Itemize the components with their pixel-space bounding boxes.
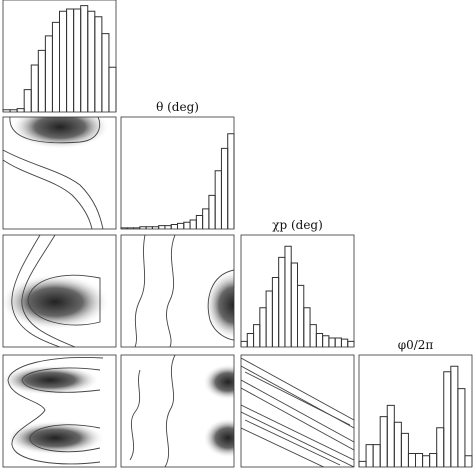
histogram-step xyxy=(400,432,409,467)
panel-frame xyxy=(240,354,355,468)
histogram-step xyxy=(59,10,68,112)
histogram-step xyxy=(44,35,53,112)
histogram-step xyxy=(322,335,330,347)
histogram-step xyxy=(16,108,25,112)
histogram-step xyxy=(37,49,46,112)
histogram-step xyxy=(415,453,424,467)
histogram-step xyxy=(87,10,96,112)
histogram-step xyxy=(208,194,216,229)
histogram-step xyxy=(358,460,367,467)
panel-frame xyxy=(2,116,117,230)
histogram-step xyxy=(450,365,459,467)
histogram-step xyxy=(407,453,416,467)
histogram-step xyxy=(422,455,431,467)
histogram-step xyxy=(177,222,185,229)
density-panel xyxy=(241,357,354,467)
density-panel xyxy=(3,235,110,347)
histogram-step xyxy=(94,16,103,112)
histogram-step xyxy=(170,224,178,229)
histogram-step xyxy=(365,444,374,467)
histogram-step xyxy=(328,337,336,347)
histogram-step xyxy=(23,89,32,112)
histogram-step xyxy=(227,133,235,229)
density-panel xyxy=(134,235,234,347)
histogram-step xyxy=(108,66,117,112)
histogram-step xyxy=(265,290,273,347)
density-panel xyxy=(3,357,105,465)
histogram-step xyxy=(220,147,229,229)
density-panel xyxy=(3,117,110,229)
histogram-step xyxy=(189,219,197,229)
histogram-step xyxy=(386,404,395,467)
histogram-step xyxy=(259,307,267,347)
histogram-step xyxy=(66,8,75,112)
histogram-step xyxy=(464,455,473,467)
panel-title: χp (deg) xyxy=(272,218,323,232)
histogram-step xyxy=(303,307,311,347)
histogram-step xyxy=(372,444,381,467)
histogram-step xyxy=(290,262,298,347)
histogram-step xyxy=(164,225,172,229)
panel-frame xyxy=(2,234,117,348)
histogram-step xyxy=(202,208,210,229)
panel-frame xyxy=(120,234,235,348)
histogram-step xyxy=(334,337,342,347)
histogram-step xyxy=(183,221,191,229)
histogram-step xyxy=(101,33,110,112)
histogram-step xyxy=(429,453,438,467)
histogram-step xyxy=(73,8,82,112)
panel-frame xyxy=(120,116,235,230)
panel-title: θ (deg) xyxy=(156,100,199,114)
histogram-step xyxy=(379,416,388,467)
density-panel xyxy=(129,355,234,467)
panel-frame xyxy=(2,354,117,468)
histogram-step xyxy=(340,338,349,347)
histogram-step xyxy=(278,256,286,347)
histogram-step xyxy=(30,64,39,112)
histogram-step xyxy=(309,324,317,347)
panel-frame xyxy=(358,354,473,468)
histogram-step xyxy=(393,421,402,467)
histogram-step xyxy=(80,5,89,112)
histogram-step xyxy=(436,427,445,467)
histogram-step xyxy=(457,388,466,467)
histogram-step xyxy=(443,371,452,467)
histogram-step xyxy=(195,215,204,229)
histogram-step xyxy=(240,340,248,347)
histogram-step xyxy=(51,21,60,112)
histogram-step xyxy=(158,225,166,229)
histogram-step xyxy=(271,277,280,347)
histogram-step xyxy=(315,333,324,347)
panel-title: φ0/2π xyxy=(398,338,434,352)
panel-frame xyxy=(120,354,235,468)
histogram-step xyxy=(214,170,222,229)
histogram-step xyxy=(253,324,261,347)
histogram-step xyxy=(284,245,292,347)
histogram-step xyxy=(347,340,355,347)
histogram-step xyxy=(297,284,305,347)
histogram-step xyxy=(246,333,255,347)
